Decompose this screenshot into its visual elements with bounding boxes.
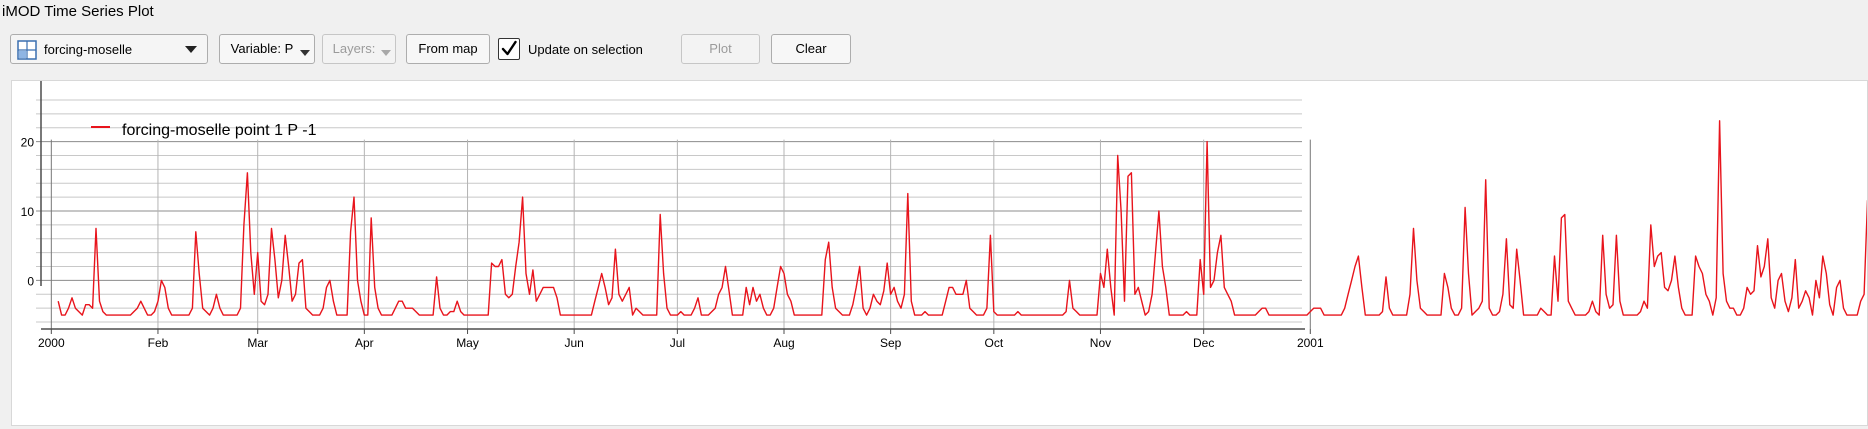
x-tick-label: Oct — [984, 336, 1003, 350]
series-line — [57, 120, 1867, 316]
series-layer — [57, 120, 1867, 316]
checkmark-icon — [501, 40, 517, 56]
x-tick-label: Apr — [355, 336, 374, 350]
from-map-button-label: From map — [418, 41, 478, 56]
x-tick-label: 2000 — [38, 336, 65, 350]
layer-select[interactable]: forcing-moselle — [10, 34, 208, 64]
x-tick-label: Jun — [564, 336, 583, 350]
y-tick-label: 10 — [21, 205, 35, 219]
x-tick-label: Sep — [880, 336, 902, 350]
update-on-selection-checkbox[interactable] — [498, 38, 520, 60]
plot-panel: 0 10 20 2000 Feb Mar Apr May Jun Jul Aug Sep Oct Nov D… — [11, 80, 1868, 426]
grid-lines — [36, 99, 1311, 329]
x-tick-label: Nov — [1090, 336, 1111, 350]
plot-button[interactable]: Plot — [681, 34, 760, 64]
y-tick-label: 20 — [21, 136, 35, 150]
layers-button-label: Layers: — [332, 41, 376, 56]
window-title: iMOD Time Series Plot — [2, 3, 154, 20]
clear-button-label: Clear — [795, 41, 827, 56]
x-tick-label: Aug — [773, 336, 794, 350]
x-tick-label: Jul — [670, 336, 685, 350]
chevron-down-icon — [300, 50, 310, 56]
variable-button-label: Variable: P — [230, 41, 294, 56]
layer-select-value: forcing-moselle — [44, 42, 133, 57]
plot-button-label: Plot — [709, 41, 732, 56]
x-tick-label: Feb — [148, 336, 169, 350]
axes: 0 10 20 2000 Feb Mar Apr May Jun Jul Aug Sep Oct Nov D… — [21, 81, 1324, 350]
chevron-down-icon — [381, 50, 391, 56]
variable-button[interactable]: Variable: P — [219, 34, 315, 64]
layer-grid-icon — [17, 40, 37, 60]
layers-button[interactable]: Layers: — [322, 34, 396, 64]
update-on-selection-label: Update on selection — [528, 42, 643, 57]
x-tick-label: May — [456, 336, 479, 350]
time-series-plot: 0 10 20 2000 Feb Mar Apr May Jun Jul Aug Sep Oct Nov D… — [21, 81, 1867, 350]
chevron-down-icon — [185, 46, 197, 53]
legend-label: forcing-moselle point 1 P -1 — [122, 122, 317, 139]
toolbar: forcing-moselle Variable: P Layers: From… — [0, 30, 1868, 70]
x-tick-label: Dec — [1193, 336, 1214, 350]
x-tick-label: Mar — [247, 336, 268, 350]
clear-button[interactable]: Clear — [771, 34, 851, 64]
y-tick-label: 0 — [27, 274, 34, 288]
from-map-button[interactable]: From map — [406, 34, 490, 64]
x-tick-label: 2001 — [1297, 336, 1324, 350]
legend: forcing-moselle point 1 P -1 — [91, 122, 317, 139]
